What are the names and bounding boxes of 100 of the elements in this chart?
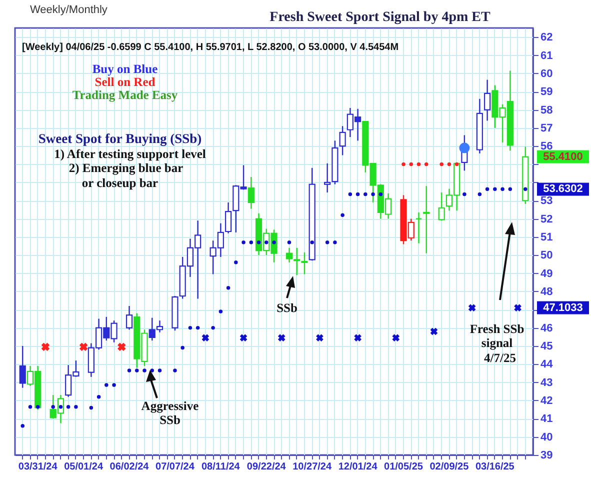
y-tick-label: 51	[540, 231, 553, 244]
point	[242, 240, 246, 244]
annotation: signal	[481, 336, 514, 350]
point	[202, 334, 210, 342]
y-tick-label: 56	[540, 140, 553, 153]
point	[211, 326, 215, 330]
annotation: Trading Made Easy	[72, 88, 178, 102]
point	[196, 326, 200, 330]
point	[41, 342, 50, 352]
text: 47.1033	[543, 302, 583, 314]
point	[272, 240, 276, 244]
x-tick-label: 08/11/24	[201, 462, 240, 472]
x-tick-label: 09/22/24	[246, 462, 286, 472]
y-tick-label: 42	[540, 394, 553, 407]
candlestick	[339, 126, 346, 156]
y-tick-label: 53	[540, 195, 553, 208]
y-tick-label: 40	[540, 431, 553, 444]
point	[142, 368, 146, 372]
point	[79, 342, 88, 352]
point	[378, 192, 383, 196]
candlestick	[415, 212, 422, 244]
point	[409, 162, 413, 166]
y-tick-label: 45	[540, 340, 553, 352]
point	[20, 424, 24, 428]
x-tick-label: 01/05/25	[384, 462, 424, 472]
annotation: 2) Emerging blue bar	[68, 161, 184, 175]
point	[150, 368, 154, 372]
point	[430, 328, 438, 336]
y-tick-label: 41	[540, 413, 553, 426]
candlestick	[248, 176, 254, 210]
point	[316, 334, 324, 342]
point	[112, 383, 116, 387]
point	[127, 368, 132, 372]
point	[371, 192, 375, 196]
y-tick-label: 48	[540, 286, 553, 298]
annotation: 4/7/25	[484, 351, 516, 365]
point	[310, 240, 314, 244]
point	[508, 187, 512, 192]
point	[485, 187, 490, 192]
y-tick-label: 60	[540, 68, 553, 80]
point	[158, 368, 162, 372]
point	[249, 240, 254, 244]
annotation: SSb	[276, 301, 298, 315]
point	[524, 187, 528, 192]
y-tick-label: 46	[540, 322, 553, 334]
point	[234, 260, 238, 264]
x-tick-label: 07/07/24	[156, 462, 195, 472]
y-tick-label: 52	[540, 213, 553, 226]
point	[478, 192, 482, 196]
point	[218, 310, 223, 314]
annotation: Aggressive	[141, 399, 200, 413]
text: Weekly/Monthly	[30, 4, 108, 16]
point	[226, 286, 230, 290]
annotation: 1) After testing support level	[54, 147, 206, 161]
x-tick-label: 06/02/24	[110, 462, 150, 472]
x-tick-label: 10/27/24	[292, 462, 332, 472]
x-tick-label: 05/01/24	[64, 462, 104, 472]
point	[96, 394, 101, 399]
point	[440, 162, 444, 166]
point	[240, 334, 248, 342]
point	[500, 187, 504, 192]
point	[493, 187, 497, 192]
point	[424, 162, 428, 166]
point	[356, 192, 360, 196]
point	[173, 368, 177, 372]
candlestick	[484, 79, 491, 122]
annotation: [Weekly] 04/06/25 -0.6599 C 55.4100, H 55.9701, L 52.8200, O 53.0000, V 4.5454M	[22, 42, 399, 53]
text: 55.4100	[543, 150, 583, 163]
point	[256, 240, 261, 244]
point	[348, 192, 352, 196]
candlestick	[423, 185, 430, 254]
point	[89, 406, 94, 410]
point	[333, 240, 337, 244]
y-tick-label: 59	[540, 86, 553, 98]
point	[188, 326, 192, 330]
x-tick-label: 03/16/25	[475, 462, 515, 472]
candlestick	[126, 305, 133, 330]
y-tick-label: 61	[540, 50, 553, 62]
annotation: Fresh SSb	[470, 322, 524, 336]
candlestick	[324, 162, 331, 194]
candlestick	[301, 252, 308, 275]
annotation: Sweet Spot for Buying (SSb)	[38, 131, 202, 146]
y-tick-label: 57	[540, 122, 553, 134]
point	[468, 304, 476, 312]
y-tick-label: 50	[540, 250, 553, 262]
point	[278, 334, 286, 342]
point	[416, 162, 421, 166]
point	[66, 404, 70, 409]
y-tick-label: 43	[540, 376, 553, 389]
annotation: SSb	[160, 413, 180, 427]
point	[447, 162, 452, 166]
point	[51, 404, 55, 409]
annotation: or closeup bar	[82, 176, 159, 190]
x-tick-label: 12/01/24	[338, 462, 378, 472]
y-tick-label: 62	[540, 32, 553, 44]
point	[135, 368, 139, 372]
annotation: Buy on Blue	[92, 62, 158, 76]
candlestick	[224, 202, 232, 234]
point	[462, 192, 466, 196]
point	[264, 240, 268, 244]
